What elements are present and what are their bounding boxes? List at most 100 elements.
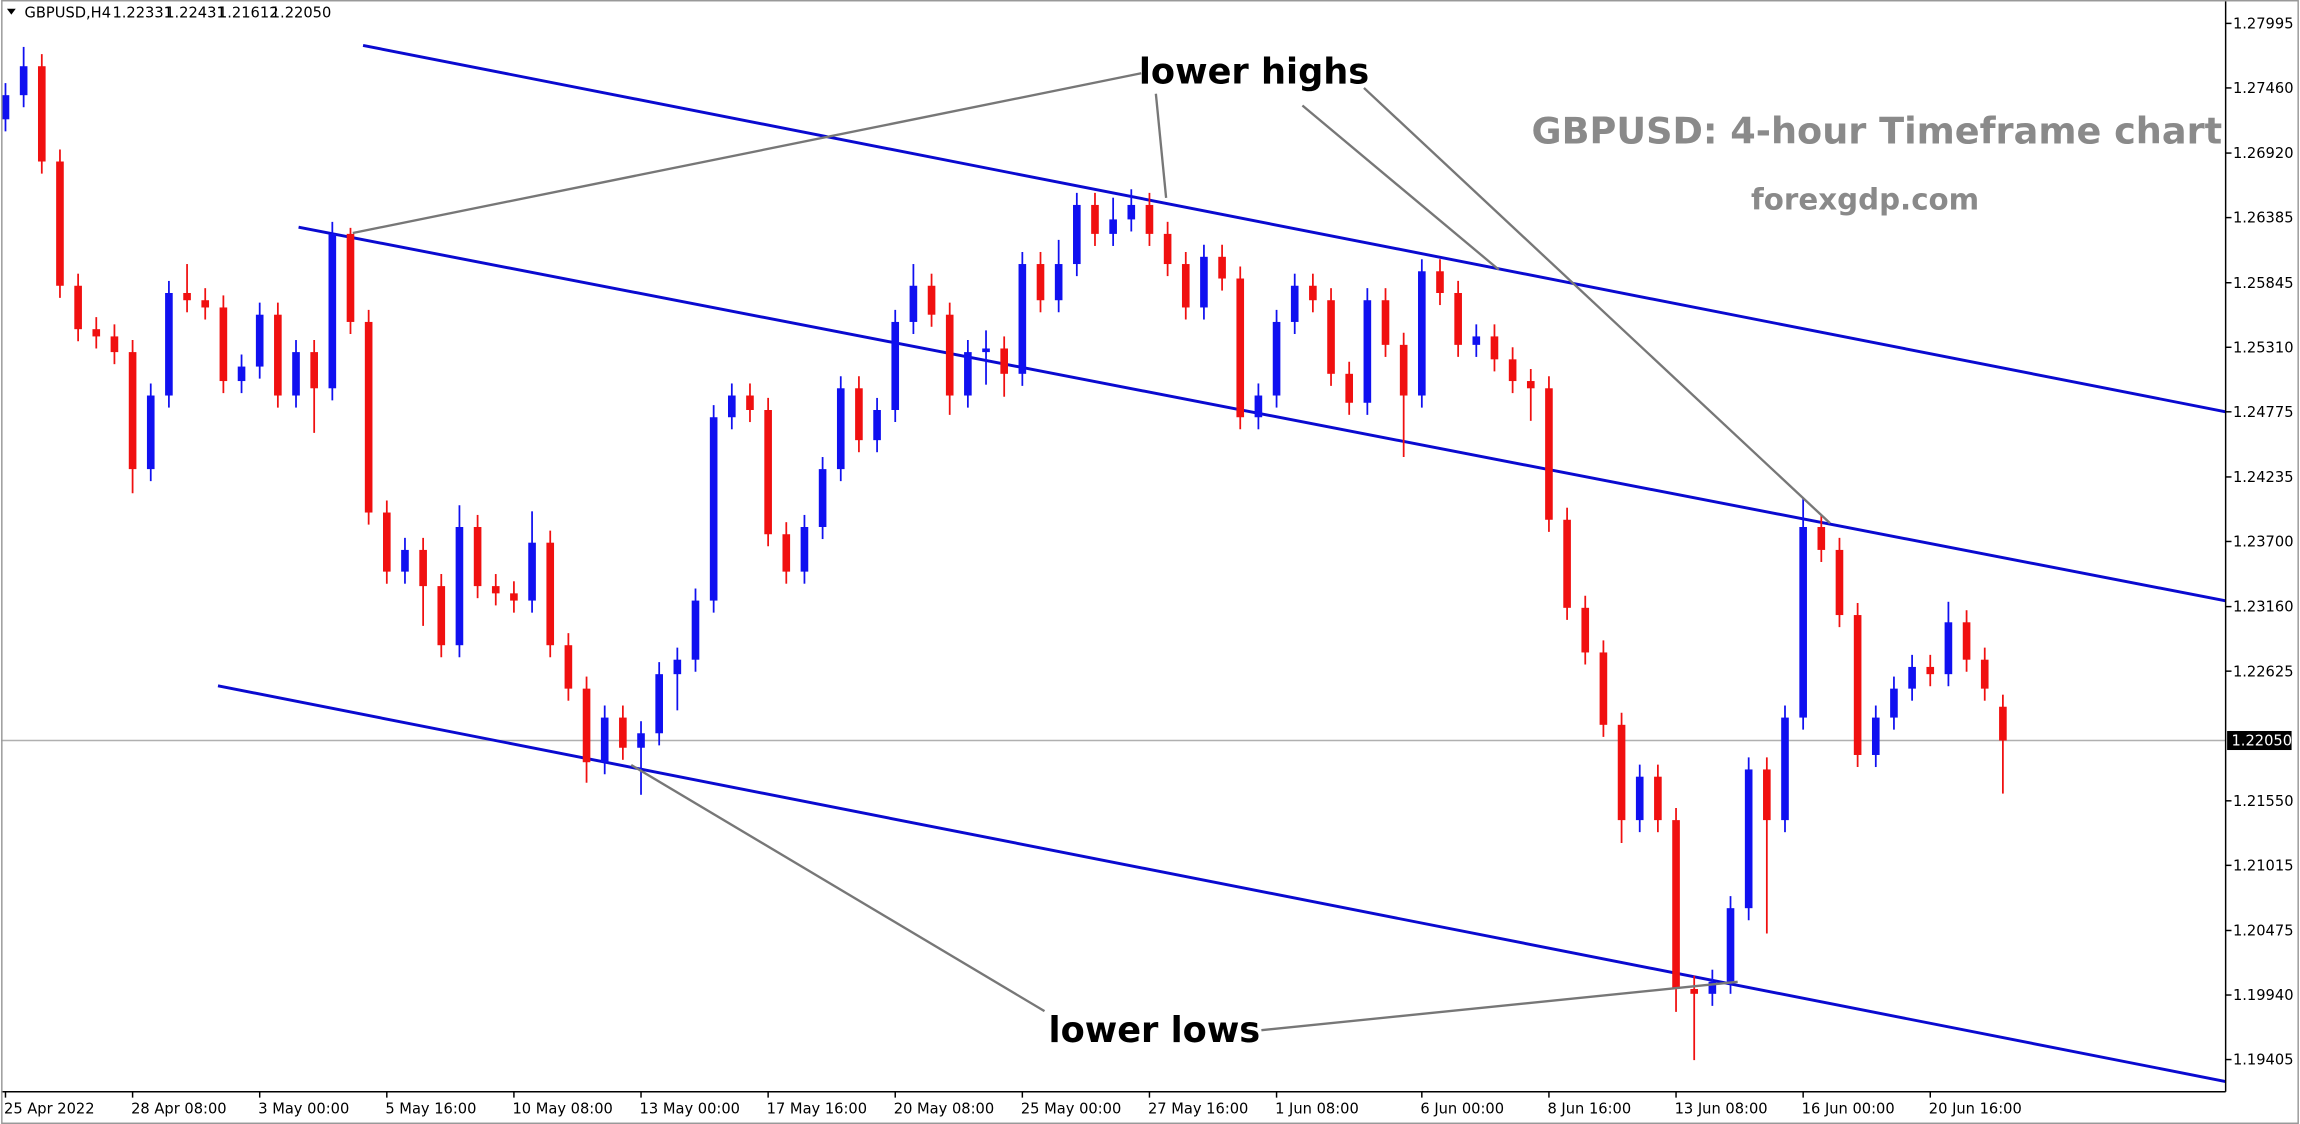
x-tick-label: 13 May 00:00	[640, 1101, 740, 1118]
y-tick-label: 1.26385	[2233, 210, 2294, 227]
candle-body	[1944, 622, 1953, 675]
candle-body	[1418, 271, 1426, 396]
x-tick-label: 3 May 00:00	[258, 1101, 349, 1118]
candle-body	[1181, 264, 1190, 308]
candle-body	[637, 733, 645, 748]
x-tick-label: 1 Jun 08:00	[1275, 1101, 1359, 1118]
candle-body	[764, 409, 772, 535]
y-tick-label: 1.24235	[2233, 469, 2294, 486]
candle-body	[673, 659, 682, 675]
y-tick-label: 1.19405	[2233, 1052, 2294, 1069]
x-tick-label: 28 Apr 08:00	[131, 1101, 226, 1118]
pointer-lines	[352, 72, 1831, 1032]
last-price-box	[2227, 730, 2292, 751]
y-tick-label: 1.19940	[2233, 987, 2294, 1004]
candle-body	[1908, 666, 1916, 689]
candle-body	[1962, 622, 1971, 660]
candle-body	[1091, 204, 1099, 234]
candle-body	[255, 314, 264, 367]
pointer-line	[1154, 93, 1168, 198]
candle-body	[582, 688, 591, 763]
candle-body	[1508, 359, 1517, 382]
candle-body	[1345, 373, 1354, 403]
candle-body	[1545, 388, 1553, 520]
candle-body	[855, 388, 863, 441]
y-tick-label: 1.27460	[2233, 80, 2294, 97]
candle-body	[1, 95, 10, 120]
candle-body	[564, 645, 573, 689]
candle-body	[1127, 204, 1136, 220]
candle-body	[74, 285, 82, 330]
candle-body	[964, 352, 972, 396]
candle-body	[364, 321, 373, 513]
candle-body	[1581, 607, 1590, 653]
candle-body	[201, 300, 210, 308]
y-tick-label: 1.22625	[2233, 663, 2294, 680]
menu-icon[interactable]	[6, 8, 16, 15]
candle-body	[691, 600, 700, 660]
candle-body	[782, 534, 791, 572]
candle-body	[836, 388, 845, 470]
watermark-site: forexgdp.com	[1751, 183, 1979, 217]
candle-body	[709, 417, 718, 601]
header-value: 1.22431	[165, 5, 226, 22]
x-tick-label: 17 May 16:00	[767, 1101, 867, 1118]
candle-body	[19, 66, 28, 96]
y-tick-label: 1.23700	[2233, 534, 2294, 551]
header-value: 1.22331	[112, 5, 173, 22]
y-tick-label: 1.25845	[2233, 275, 2294, 292]
candle-body	[1109, 219, 1117, 234]
candle-body	[1690, 988, 1699, 994]
symbol: GBPUSD,H4	[25, 5, 111, 22]
candle-body	[165, 292, 173, 396]
candle-body	[1309, 285, 1317, 301]
candle-body	[1926, 666, 1935, 675]
candle-body	[1635, 776, 1644, 821]
x-tick-label: 25 May 00:00	[1021, 1101, 1121, 1118]
candle-body	[1563, 519, 1571, 608]
candle-body	[873, 409, 881, 441]
candle-body	[600, 717, 609, 763]
x-tick-label: 27 May 16:00	[1148, 1101, 1248, 1118]
candle-body	[1145, 204, 1154, 234]
channel-line	[362, 43, 2226, 414]
candle-body	[1781, 717, 1789, 821]
y-tick-label: 1.26920	[2233, 145, 2294, 162]
x-tick-label: 8 Jun 16:00	[1547, 1101, 1631, 1118]
pointer-line	[1301, 104, 1500, 271]
pointer-line	[352, 72, 1142, 235]
candle-body	[401, 549, 409, 572]
candle-body	[891, 321, 900, 410]
candle-body	[1254, 395, 1263, 418]
candle-body	[1290, 285, 1299, 322]
candle-body	[1436, 271, 1444, 293]
candle-body	[92, 329, 101, 337]
candle-body	[1672, 820, 1680, 989]
candle-body	[927, 285, 936, 315]
candle-body	[1399, 344, 1408, 396]
candle-body	[800, 527, 809, 572]
candle-body	[1526, 381, 1535, 389]
candle-body	[1472, 336, 1481, 345]
candle-body	[56, 161, 64, 286]
candle-body	[1036, 264, 1045, 301]
pointer-line	[630, 763, 1046, 1013]
candle-body	[419, 549, 427, 587]
candle-body	[146, 395, 155, 470]
candle-body	[237, 366, 246, 382]
candle-body	[128, 352, 137, 470]
candle-body	[1236, 278, 1245, 418]
x-tick-label: 20 Jun 16:00	[1929, 1101, 2022, 1118]
x-tick-label: 6 Jun 00:00	[1420, 1101, 1504, 1118]
candle-body	[909, 285, 918, 322]
watermark-title: GBPUSD: 4-hour Timeframe chart	[1532, 110, 2223, 153]
candle-body	[1799, 527, 1807, 718]
candle-body	[1000, 348, 1008, 374]
candle-body	[310, 352, 318, 389]
candle-body	[528, 542, 536, 601]
candle-body	[1054, 264, 1063, 301]
candle-body	[473, 527, 482, 587]
